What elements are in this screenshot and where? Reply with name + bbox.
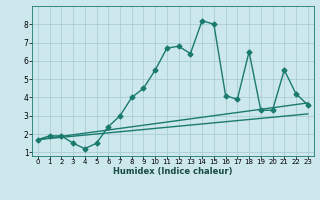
X-axis label: Humidex (Indice chaleur): Humidex (Indice chaleur): [113, 167, 233, 176]
